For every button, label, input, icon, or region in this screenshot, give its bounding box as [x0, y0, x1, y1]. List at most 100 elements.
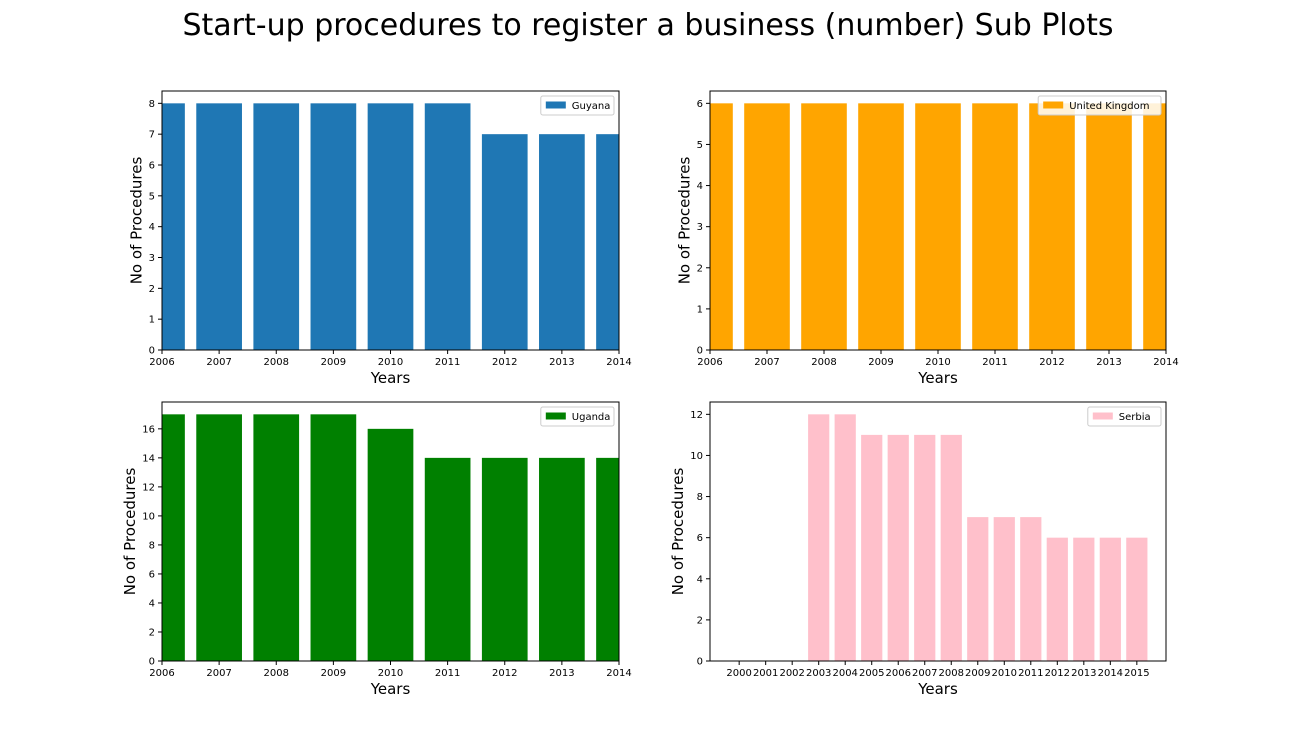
- x-tick-label: 2013: [549, 668, 574, 679]
- bars: [710, 103, 1166, 350]
- bar-2004: [834, 414, 856, 661]
- axes-frame: [709, 401, 1167, 662]
- y-tick-label: 8: [697, 492, 703, 503]
- x-tick-label: 2012: [1039, 357, 1064, 368]
- x-tick-label: 2011: [982, 357, 1007, 368]
- bar-2013: [539, 457, 585, 661]
- subplot-serbia: 2000 2001 2002 2003 2004 2005 2006 2007 2008 2009…: [669, 401, 1167, 698]
- bar-2014: [1099, 537, 1121, 661]
- legend: United Kingdom: [1037, 95, 1162, 116]
- y-tick-label: 10: [142, 511, 155, 522]
- bar-2008: [801, 103, 847, 350]
- x-axis-label: Years: [370, 680, 411, 698]
- x-tick-label: 2009: [868, 357, 893, 368]
- y-tick-label: 0: [697, 657, 703, 668]
- x-tick-label: 2002: [779, 668, 804, 679]
- y-tick-label: 2: [149, 627, 155, 638]
- x-tick-label: 2008: [811, 357, 836, 368]
- legend-box: [540, 95, 615, 116]
- legend: Guyana: [540, 95, 615, 116]
- y-tick-label: 5: [697, 140, 703, 151]
- bar-2006: [887, 434, 909, 661]
- y-tick-label: 8: [149, 540, 155, 551]
- x-tick-label: 2011: [435, 357, 460, 368]
- x-tick-label: 2005: [859, 668, 884, 679]
- x-tick-label: 2012: [492, 668, 517, 679]
- bar-2010: [915, 103, 961, 350]
- legend-box: [1037, 95, 1162, 116]
- x-tick-label: 2010: [925, 357, 950, 368]
- bar-2013: [539, 134, 585, 350]
- x-tick-label: 2013: [549, 357, 574, 368]
- y-tick-label: 6: [149, 569, 155, 580]
- x-tick-label: 2008: [939, 668, 964, 679]
- x-tick-label: 2009: [321, 668, 346, 679]
- x-axis-label: Years: [917, 680, 958, 698]
- y-tick-label: 8: [149, 99, 155, 110]
- y-axis-label: No of Procedures: [676, 157, 694, 285]
- y-tick-label: 1: [149, 315, 155, 326]
- bar-2011: [972, 103, 1018, 350]
- x-tick-label: 2008: [264, 357, 289, 368]
- x-tick-label: 2007: [206, 668, 231, 679]
- y-tick-label: 2: [149, 284, 155, 295]
- y-axis-label: No of Procedures: [128, 157, 146, 285]
- bar-2010: [367, 428, 414, 661]
- bar-2010: [993, 517, 1015, 661]
- bar-2014: [1143, 103, 1166, 350]
- x-tick-label: 2010: [992, 668, 1017, 679]
- bar-2007: [196, 414, 242, 661]
- bar-2007: [196, 103, 242, 350]
- y-tick-label: 7: [149, 130, 155, 141]
- bar-2009: [967, 517, 989, 661]
- y-tick-label: 4: [149, 598, 155, 609]
- x-tick-label: 2014: [1098, 668, 1123, 679]
- x-tick-label: 2013: [1071, 668, 1096, 679]
- bar-2003: [808, 414, 830, 661]
- bar-2009: [310, 103, 357, 350]
- bar-2008: [940, 434, 962, 661]
- x-axis-label: Years: [917, 369, 958, 387]
- x-tick-label: 2007: [206, 357, 231, 368]
- y-tick-label: 0: [697, 346, 703, 357]
- bar-2013: [1086, 103, 1132, 350]
- bar-2006: [710, 103, 733, 350]
- bar-2012: [1029, 103, 1075, 350]
- bar-2011: [424, 103, 471, 350]
- bar-2006: [162, 103, 185, 350]
- bar-2013: [1073, 537, 1095, 661]
- y-tick-label: 2: [697, 263, 703, 274]
- legend-box: [1087, 406, 1162, 427]
- x-tick-label: 2011: [435, 668, 460, 679]
- y-tick-label: 4: [697, 181, 703, 192]
- bar-2014: [596, 457, 619, 661]
- legend-box: [540, 406, 615, 427]
- x-tick-label: 2015: [1124, 668, 1149, 679]
- bar-2011: [424, 457, 471, 661]
- legend-swatch: [545, 412, 566, 420]
- y-tick-label: 12: [142, 482, 155, 493]
- bar-2008: [253, 103, 300, 350]
- legend-label: United Kingdom: [1069, 101, 1149, 112]
- bars: [162, 103, 619, 350]
- x-tick-label: 2006: [149, 357, 174, 368]
- x-tick-label: 2009: [965, 668, 990, 679]
- x-tick-label: 2010: [378, 668, 403, 679]
- x-tick-label: 2007: [754, 357, 779, 368]
- bar-2015: [1126, 537, 1148, 661]
- y-tick-label: 16: [142, 424, 155, 435]
- y-tick-label: 12: [690, 410, 703, 421]
- bar-2009: [858, 103, 904, 350]
- subplot-united-kingdom: 2006 2007 2008 2009 2010 2011 2012 2013 2014 0 1 2 3…: [676, 90, 1179, 387]
- bar-2012: [481, 457, 528, 661]
- legend-label: Uganda: [572, 412, 611, 423]
- y-axis-label: No of Procedures: [669, 468, 687, 596]
- x-tick-label: 2011: [1018, 668, 1043, 679]
- x-tick-label: 2012: [492, 357, 517, 368]
- x-tick-label: 2004: [832, 668, 857, 679]
- bars: [162, 414, 619, 661]
- y-tick-label: 2: [697, 615, 703, 626]
- y-tick-label: 10: [690, 451, 703, 462]
- bars: [808, 414, 1148, 661]
